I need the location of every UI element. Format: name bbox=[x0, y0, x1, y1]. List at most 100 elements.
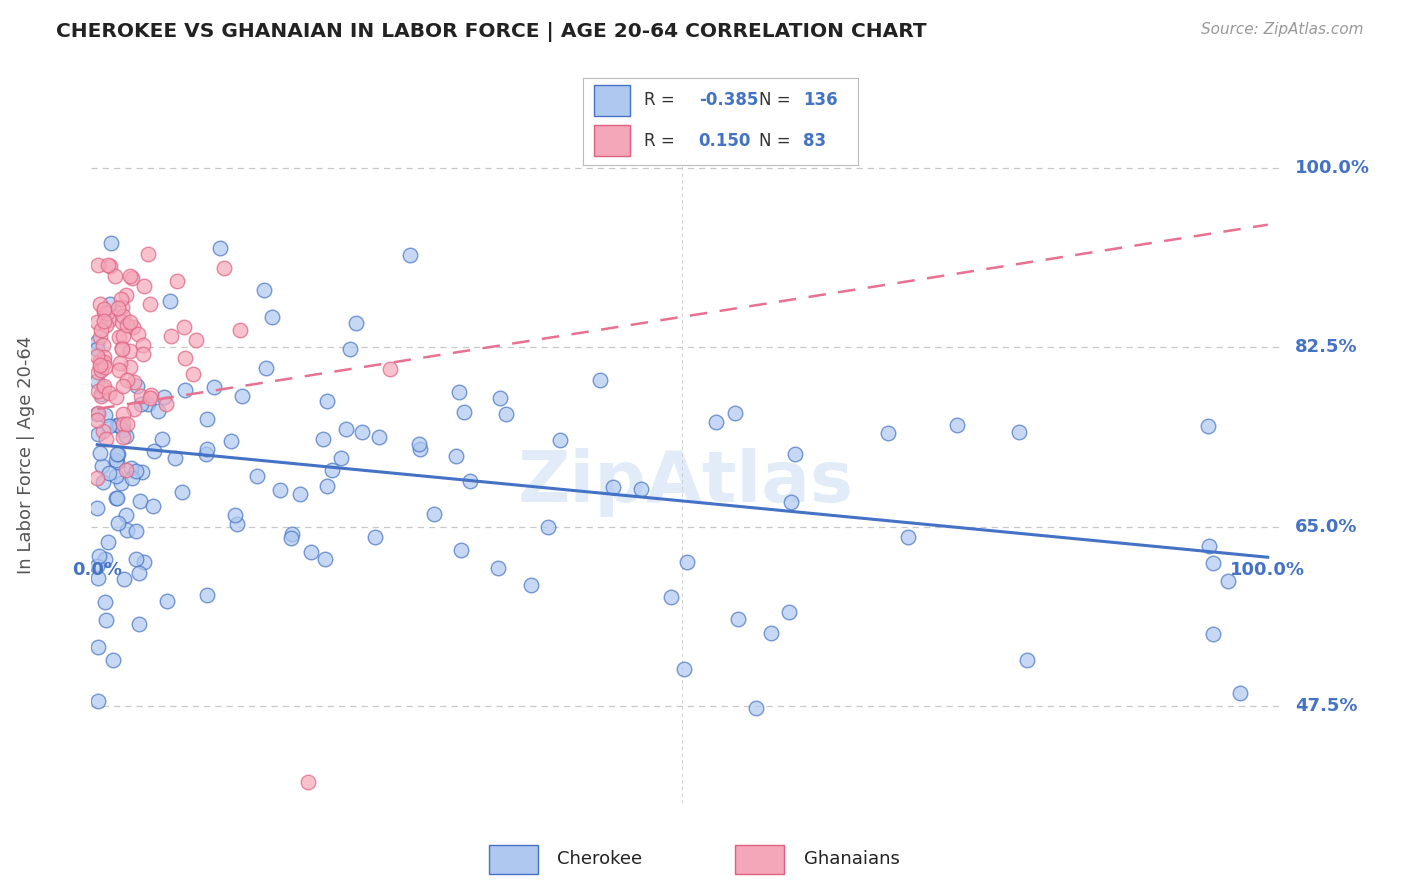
Point bbox=[143, 444, 166, 458]
Point bbox=[94, 595, 117, 609]
Point bbox=[111, 315, 134, 329]
Point bbox=[1229, 686, 1251, 700]
Text: R =: R = bbox=[644, 131, 675, 150]
Text: 136: 136 bbox=[803, 91, 838, 110]
Point bbox=[121, 471, 143, 485]
Point bbox=[312, 432, 335, 446]
FancyBboxPatch shape bbox=[734, 845, 785, 874]
Point bbox=[86, 335, 108, 350]
Point bbox=[132, 338, 155, 352]
Point bbox=[89, 354, 111, 368]
Point bbox=[299, 544, 322, 558]
Point bbox=[745, 701, 768, 715]
Text: 100.0%: 100.0% bbox=[1230, 561, 1305, 579]
Text: 0.0%: 0.0% bbox=[72, 561, 122, 579]
Point bbox=[131, 389, 153, 403]
Point bbox=[1008, 425, 1031, 439]
Point bbox=[165, 450, 187, 465]
Point bbox=[86, 374, 108, 388]
Point bbox=[321, 463, 343, 477]
Point bbox=[548, 433, 571, 447]
Point bbox=[495, 408, 517, 422]
Point bbox=[93, 301, 115, 316]
Point bbox=[96, 432, 118, 446]
Point bbox=[91, 459, 114, 474]
Point bbox=[98, 259, 121, 273]
Point bbox=[520, 578, 543, 592]
Point bbox=[90, 363, 112, 377]
Point bbox=[97, 258, 120, 272]
Point bbox=[897, 530, 920, 544]
Point bbox=[160, 329, 183, 343]
Point bbox=[588, 374, 610, 388]
Point bbox=[315, 479, 337, 493]
Point bbox=[122, 375, 145, 389]
Point bbox=[1198, 540, 1220, 554]
Point bbox=[226, 516, 249, 531]
Point bbox=[93, 355, 115, 369]
Point bbox=[408, 437, 430, 451]
Text: 100.0%: 100.0% bbox=[1295, 160, 1369, 178]
Point bbox=[120, 359, 142, 374]
Point bbox=[139, 392, 162, 406]
Text: ZipAtlas: ZipAtlas bbox=[517, 449, 853, 517]
Point bbox=[115, 287, 138, 301]
Point bbox=[630, 482, 652, 496]
Point bbox=[444, 449, 467, 463]
Point bbox=[87, 571, 110, 585]
Point bbox=[89, 359, 111, 373]
Point bbox=[97, 385, 120, 400]
Text: In Labor Force | Age 20-64: In Labor Force | Age 20-64 bbox=[17, 335, 35, 574]
Point bbox=[94, 408, 117, 422]
Point bbox=[122, 320, 145, 334]
Point bbox=[87, 693, 110, 707]
Point bbox=[89, 446, 111, 460]
Point bbox=[602, 480, 624, 494]
Point bbox=[115, 417, 138, 431]
Point bbox=[704, 415, 727, 429]
Point bbox=[174, 351, 197, 365]
Point bbox=[125, 551, 148, 566]
Point bbox=[105, 455, 128, 469]
Point bbox=[339, 343, 361, 357]
Point bbox=[86, 407, 108, 421]
Text: -0.385: -0.385 bbox=[699, 91, 758, 110]
Point bbox=[231, 389, 253, 403]
Point bbox=[98, 419, 121, 434]
Point bbox=[108, 330, 131, 344]
Point bbox=[93, 304, 115, 318]
Point bbox=[89, 330, 111, 344]
Point bbox=[364, 530, 387, 544]
Point bbox=[138, 297, 160, 311]
Point bbox=[100, 235, 122, 250]
Point bbox=[112, 407, 135, 421]
Point bbox=[100, 297, 122, 311]
Point bbox=[159, 294, 181, 309]
Point bbox=[146, 403, 169, 417]
Point bbox=[93, 379, 115, 393]
Point bbox=[129, 397, 152, 411]
Point bbox=[115, 429, 138, 443]
Point bbox=[184, 333, 207, 347]
Point bbox=[344, 317, 367, 331]
Point bbox=[489, 392, 512, 406]
Point bbox=[96, 614, 118, 628]
Point bbox=[197, 589, 219, 603]
Point bbox=[254, 360, 277, 375]
Point bbox=[209, 241, 232, 255]
Point bbox=[118, 315, 141, 329]
Point bbox=[105, 469, 128, 483]
Point bbox=[155, 397, 177, 411]
Point bbox=[173, 320, 195, 334]
Point bbox=[112, 309, 135, 323]
Text: 82.5%: 82.5% bbox=[1295, 338, 1358, 357]
Point bbox=[107, 418, 129, 433]
Point bbox=[212, 261, 235, 276]
Point bbox=[172, 484, 194, 499]
Point bbox=[246, 468, 269, 483]
Point bbox=[129, 494, 152, 508]
Point bbox=[111, 342, 134, 356]
Point bbox=[93, 351, 115, 365]
Point bbox=[107, 301, 129, 316]
Point bbox=[783, 447, 806, 461]
